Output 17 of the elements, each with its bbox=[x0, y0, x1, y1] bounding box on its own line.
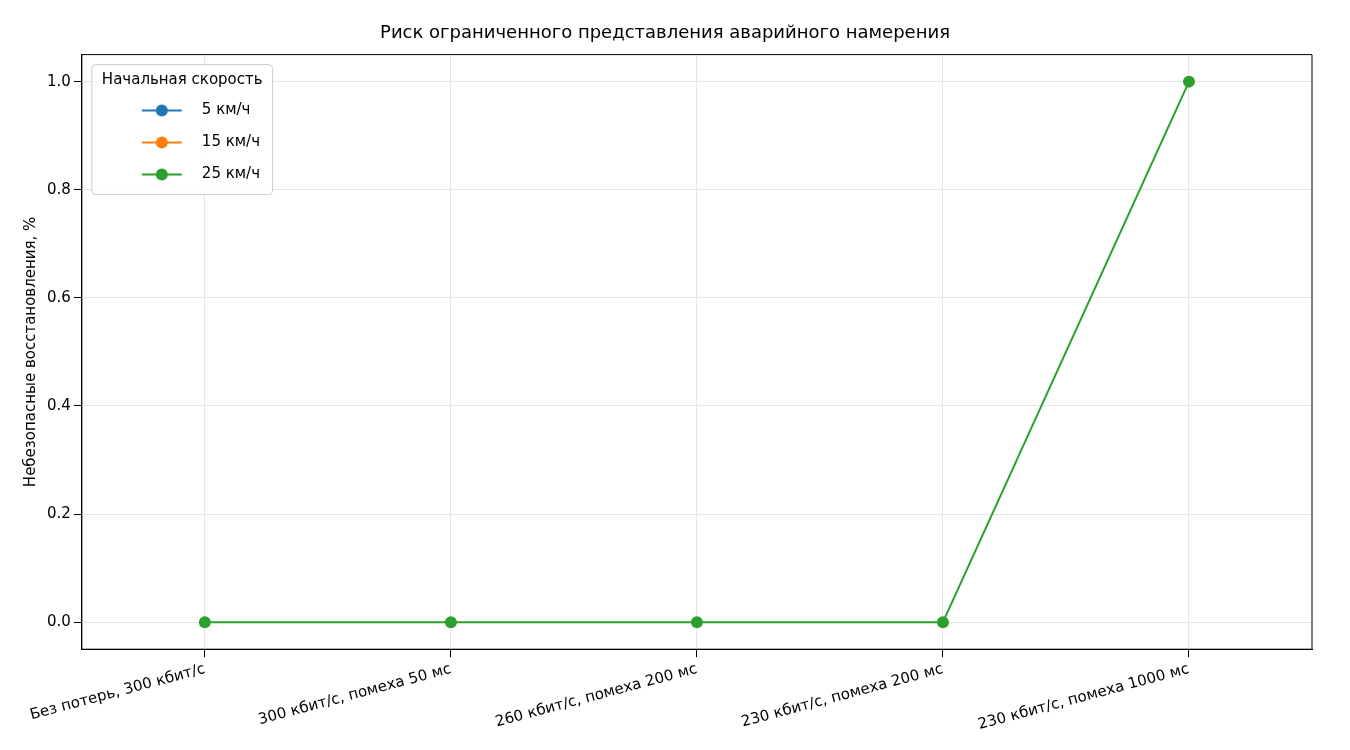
legend-label: 5 км/ч bbox=[201, 100, 251, 119]
x-tick-label: 260 кбит/с, помеха 200 мс bbox=[493, 659, 699, 731]
x-tick-label: 230 кбит/с, помеха 1000 мс bbox=[975, 659, 1192, 733]
y-tick-label: 0.8 bbox=[47, 179, 71, 198]
legend-label: 25 км/ч bbox=[201, 164, 261, 183]
x-tick-label: 230 кбит/с, помеха 200 мс bbox=[739, 659, 945, 731]
chart-title: Риск ограниченного представления аварийного намерения bbox=[380, 21, 950, 43]
y-tick-label: 0.2 bbox=[47, 503, 71, 522]
y-tick-label: 0.0 bbox=[47, 612, 71, 631]
y-tick-label: 1.0 bbox=[47, 71, 71, 90]
legend-label: 15 км/ч bbox=[201, 132, 261, 151]
y-axis-title: Небезопасные восстановления, % bbox=[20, 216, 39, 488]
x-tick-label: Без потерь, 300 кбит/с bbox=[27, 659, 207, 724]
x-tick-label: 300 кбит/с, помеха 50 мс bbox=[256, 659, 453, 728]
y-tick-label: 0.4 bbox=[47, 395, 71, 414]
legend-title: Начальная скорость bbox=[101, 70, 263, 89]
y-tick-label: 0.6 bbox=[47, 287, 71, 306]
